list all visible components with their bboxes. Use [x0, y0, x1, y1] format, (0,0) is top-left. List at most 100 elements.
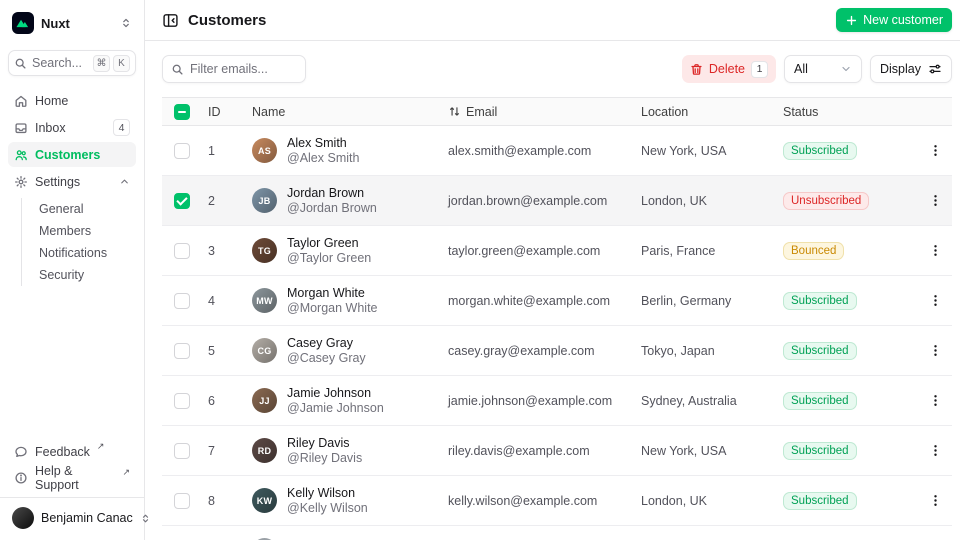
status-badge: Subscribed	[783, 291, 857, 310]
row-actions-menu[interactable]	[924, 139, 947, 162]
row-id: 1	[202, 125, 246, 176]
new-customer-button[interactable]: New customer	[836, 8, 952, 32]
panel-left-icon[interactable]	[162, 12, 179, 29]
sidebar-item-inbox[interactable]: Inbox 4	[8, 115, 136, 140]
sidebar-item-security[interactable]: Security	[35, 264, 136, 286]
partial-avatar	[252, 538, 277, 540]
team-switcher[interactable]: Nuxt	[8, 8, 136, 38]
sidebar-spacer	[8, 286, 136, 439]
sidebar-item-label: Settings	[35, 174, 81, 189]
toolbar-actions: Delete 1 All Display	[681, 55, 952, 83]
sidebar-item-customers[interactable]: Customers	[8, 142, 136, 167]
status-badge: Unsubscribed	[783, 191, 870, 210]
home-icon	[14, 94, 28, 108]
column-header-email[interactable]: Email	[448, 105, 635, 119]
avatar: KW	[252, 488, 277, 513]
table-row[interactable]: 8 KW Kelly Wilson @Kelly Wilson kelly.wi…	[162, 475, 952, 526]
user-menu[interactable]: Benjamin Canac	[8, 498, 148, 532]
customer-handle: @Jordan Brown	[287, 201, 377, 215]
sidebar-item-settings[interactable]: Settings	[8, 169, 136, 194]
inbox-icon	[14, 121, 28, 135]
customer-location: London, UK	[635, 175, 777, 226]
status-badge: Bounced	[783, 241, 845, 260]
table-row[interactable]: 4 MW Morgan White @Morgan White morgan.w…	[162, 275, 952, 326]
select-all-checkbox[interactable]	[174, 103, 190, 120]
customer-name: Riley Davis	[287, 436, 350, 450]
customer-location: Sydney, Australia	[635, 375, 777, 426]
customer-name: Jamie Johnson	[287, 386, 372, 400]
trash-icon	[690, 63, 703, 76]
customer-location: Berlin, Germany	[635, 275, 777, 326]
customer-location: Tokyo, Japan	[635, 325, 777, 376]
avatar: JJ	[252, 388, 277, 413]
row-checkbox[interactable]	[174, 142, 190, 159]
sidebar-item-label: Inbox	[35, 120, 66, 135]
customer-name: Casey Gray	[287, 336, 353, 350]
customer-location: London, UK	[635, 475, 777, 526]
row-checkbox[interactable]	[174, 192, 190, 209]
sidebar-item-notifications[interactable]: Notifications	[35, 242, 136, 264]
filter-emails-input[interactable]: Filter emails...	[162, 55, 306, 83]
delete-button[interactable]: Delete 1	[681, 55, 776, 83]
customer-email: kelly.wilson@example.com	[442, 475, 635, 526]
settings-subnav: General Members Notifications Security	[21, 198, 136, 286]
inbox-count-badge: 4	[113, 119, 130, 136]
search-icon	[171, 63, 184, 76]
table-toolbar: Filter emails... Delete 1 All D	[145, 41, 960, 97]
table-body: 1 AS Alex Smith @Alex Smith alex.smith@e…	[162, 125, 952, 526]
row-checkbox[interactable]	[174, 342, 190, 359]
info-circle-icon	[14, 471, 28, 485]
row-actions-menu[interactable]	[924, 389, 947, 412]
sidebar-item-home[interactable]: Home	[8, 88, 136, 113]
status-filter-select[interactable]: All	[784, 55, 862, 83]
display-button[interactable]: Display	[870, 55, 952, 83]
column-header-status: Status	[777, 97, 919, 126]
row-id: 3	[202, 225, 246, 276]
sidebar-item-members[interactable]: Members	[35, 220, 136, 242]
user-avatar	[12, 507, 34, 529]
customer-handle: @Kelly Wilson	[287, 501, 368, 515]
row-checkbox[interactable]	[174, 492, 190, 509]
help-support-link[interactable]: Help & Support ↗	[8, 464, 136, 492]
customer-name: Taylor Green	[287, 236, 359, 250]
column-header-location: Location	[635, 97, 777, 126]
row-actions-menu[interactable]	[924, 489, 947, 512]
customer-handle: @Taylor Green	[287, 251, 372, 265]
customer-email: jamie.johnson@example.com	[442, 375, 635, 426]
customer-email: morgan.white@example.com	[442, 275, 635, 326]
sidebar-footer: Feedback ↗ Help & Support ↗	[8, 439, 136, 497]
feedback-link[interactable]: Feedback ↗	[8, 439, 136, 464]
sidebar-item-label: Customers	[35, 147, 101, 162]
sidebar-divider	[0, 497, 144, 498]
row-id: 8	[202, 475, 246, 526]
chat-bubble-icon	[14, 445, 28, 459]
row-actions-menu[interactable]	[924, 339, 947, 362]
customer-handle: @Casey Gray	[287, 351, 366, 365]
table-row[interactable]: 2 JB Jordan Brown @Jordan Brown jordan.b…	[162, 175, 952, 226]
table-row[interactable]: 1 AS Alex Smith @Alex Smith alex.smith@e…	[162, 125, 952, 176]
row-checkbox[interactable]	[174, 292, 190, 309]
avatar: AS	[252, 138, 277, 163]
footer-item-label: Feedback	[35, 444, 90, 459]
table-row[interactable]: 5 CG Casey Gray @Casey Gray casey.gray@e…	[162, 325, 952, 376]
table-row[interactable]: 3 TG Taylor Green @Taylor Green taylor.g…	[162, 225, 952, 276]
row-actions-menu[interactable]	[924, 239, 947, 262]
status-badge: Subscribed	[783, 391, 857, 410]
table-row[interactable]: 7 RD Riley Davis @Riley Davis riley.davi…	[162, 425, 952, 476]
team-name: Nuxt	[41, 15, 70, 31]
avatar: RD	[252, 438, 277, 463]
new-customer-label: New customer	[863, 13, 943, 27]
row-checkbox[interactable]	[174, 392, 190, 409]
row-checkbox[interactable]	[174, 242, 190, 259]
sidebar-item-general[interactable]: General	[35, 198, 136, 220]
row-actions-menu[interactable]	[924, 439, 947, 462]
search-input[interactable]: Search... ⌘ K	[8, 50, 136, 76]
row-actions-menu[interactable]	[924, 289, 947, 312]
filter-placeholder: Filter emails...	[190, 62, 268, 76]
table-row[interactable]: 6 JJ Jamie Johnson @Jamie Johnson jamie.…	[162, 375, 952, 426]
search-placeholder: Search...	[32, 56, 83, 70]
row-actions-menu[interactable]	[924, 189, 947, 212]
customer-name: Morgan White	[287, 286, 365, 300]
customer-email: taylor.green@example.com	[442, 225, 635, 276]
row-checkbox[interactable]	[174, 442, 190, 459]
